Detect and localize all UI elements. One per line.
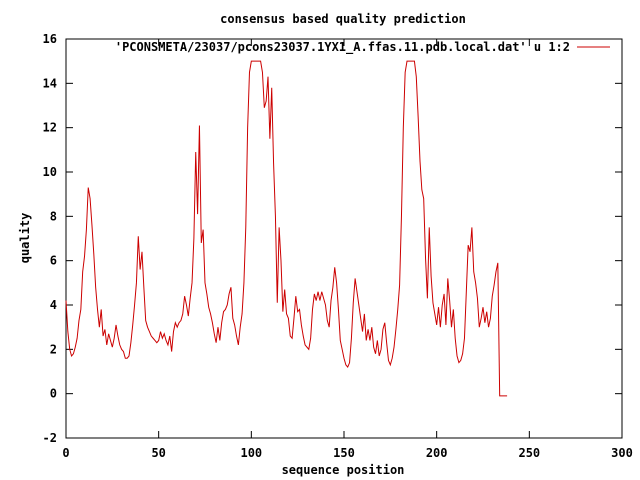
x-tick-label: 200 (426, 446, 448, 460)
x-tick-label: 50 (151, 446, 165, 460)
plot-frame (65, 38, 623, 439)
y-tick-label: -2 (43, 431, 57, 445)
x-tick-label: 0 (62, 446, 69, 460)
x-tick-label: 300 (611, 446, 633, 460)
chart-title: consensus based quality prediction (220, 12, 466, 26)
y-axis-label: quality (18, 213, 32, 264)
series-layer (65, 60, 508, 397)
y-tick-label: 0 (50, 387, 57, 401)
x-axis-label: sequence position (282, 463, 405, 477)
y-tick-label: 10 (43, 165, 57, 179)
ticks-layer: 0 50 100 150 200 250 300 -2 0 2 4 6 8 10 12 14 16 (43, 32, 633, 460)
x-tick-label: 150 (333, 446, 355, 460)
x-tick-label: 100 (240, 446, 262, 460)
y-tick-label: 4 (50, 298, 57, 312)
y-tick-label: 6 (50, 254, 57, 268)
data-series-line (65, 60, 508, 397)
x-tick-label: 250 (518, 446, 540, 460)
y-tick-label: 2 (50, 342, 57, 356)
y-tick-label: 16 (43, 32, 57, 46)
y-tick-label: 8 (50, 209, 57, 223)
legend-label: 'PCONSMETA/23037/pcons23037.1YX1_A.ffas.… (115, 40, 570, 55)
y-tick-label: 14 (43, 76, 57, 90)
y-tick-label: 12 (43, 121, 57, 135)
